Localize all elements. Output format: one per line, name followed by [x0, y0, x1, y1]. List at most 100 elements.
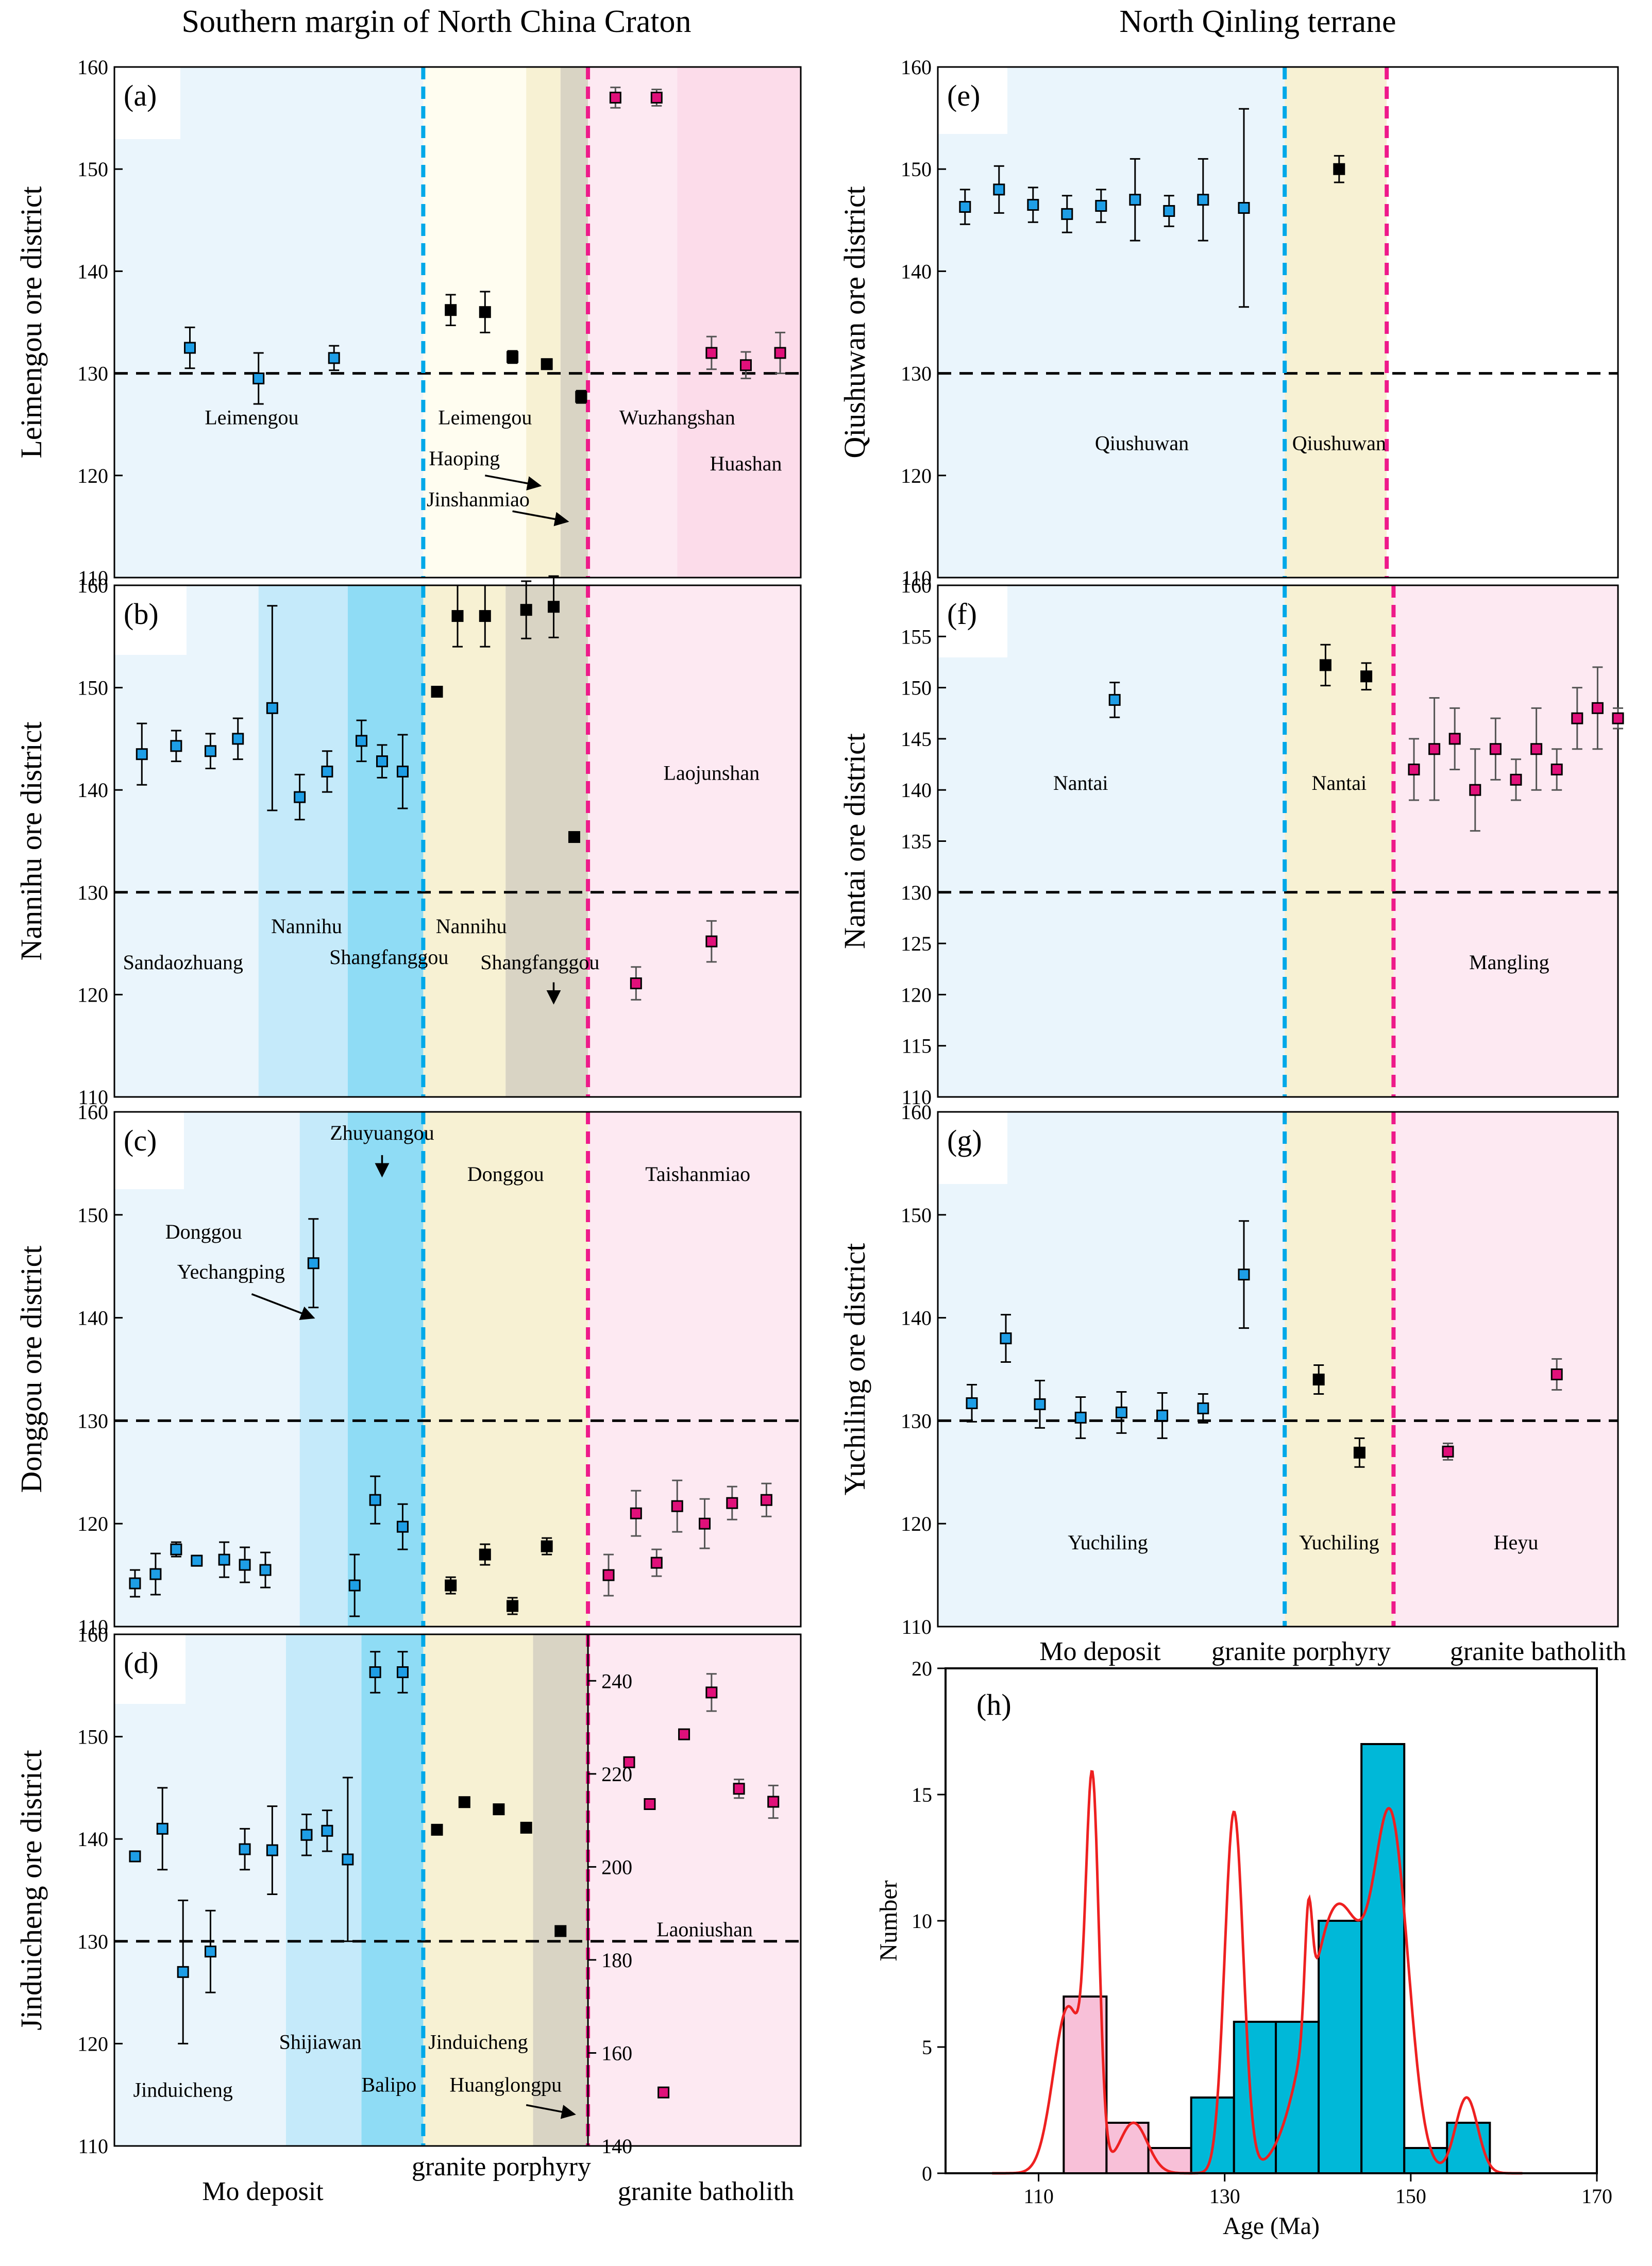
granite-porphyry-point — [547, 601, 560, 613]
region-label: Wuzhangshan — [619, 406, 735, 429]
granite-batholith-point — [726, 1497, 738, 1509]
panel-e: (e) 110 120 130 140 150 160 Qiushuwan ore distr… — [838, 56, 1619, 589]
panel-f-band — [1285, 585, 1394, 1097]
label-arrow — [484, 475, 542, 491]
panel-e-label-box — [938, 67, 1007, 134]
granite-porphyry-point — [1312, 1373, 1325, 1385]
granite-porphyry-point — [431, 686, 443, 698]
mo-deposit-point — [356, 735, 368, 747]
panel-c: (c) 110 120 130 140 150 160 Donggou ore distric… — [14, 1101, 802, 1638]
mo-deposit-point — [307, 1257, 319, 1270]
panel-d-band — [114, 1634, 286, 2146]
mo-deposit-point — [294, 791, 306, 803]
granite-porphyry-point — [575, 391, 587, 403]
granite-batholith-point — [650, 1557, 663, 1569]
panel-g-frame — [937, 1111, 1619, 1628]
label-arrow — [512, 510, 569, 527]
mo-deposit-point — [1034, 1398, 1046, 1410]
left-bottom-label-batholith: granite batholith — [618, 2177, 794, 2206]
region-label: Jinduicheng — [133, 2078, 233, 2102]
panel-f-label: (f) — [947, 597, 977, 631]
granite-porphyry-point — [520, 604, 532, 616]
x-tick-label: 170 — [1581, 2185, 1612, 2208]
region-label: Heyu — [1494, 1531, 1539, 1554]
panel-d-band — [423, 1634, 533, 2146]
mo-deposit-point — [328, 352, 340, 364]
region-label: Yechangping — [177, 1260, 285, 1283]
y-tick-label: 120 — [77, 983, 108, 1006]
granite-porphyry-point — [1319, 659, 1331, 671]
mo-deposit-point — [959, 201, 971, 213]
right-y-tick-label: 240 — [601, 1669, 632, 1693]
granite-batholith-point — [1591, 702, 1604, 714]
y-tick-label: 160 — [901, 56, 932, 79]
y-tick-label: 140 — [77, 1828, 108, 1851]
y-tick-label: 125 — [901, 932, 932, 955]
y-tick-label: 140 — [901, 779, 932, 802]
y-tick-label: 145 — [901, 728, 932, 751]
mo-deposit-point — [177, 1966, 189, 1978]
mo-deposit-point — [1238, 1269, 1250, 1281]
histogram-bar — [1233, 2021, 1277, 2174]
region-label: Zhuyuangou — [330, 1121, 434, 1144]
mo-deposit-point — [348, 1579, 361, 1592]
mo-deposit-point — [396, 1666, 409, 1678]
y-tick-label: 110 — [78, 1615, 108, 1638]
histogram-bar — [1147, 2147, 1192, 2174]
granite-batholith-point — [1550, 1368, 1563, 1380]
mo-deposit-point — [369, 1666, 381, 1678]
mo-deposit-point — [321, 1824, 333, 1837]
panel-b-label: (b) — [124, 597, 159, 631]
y-tick-label: 140 — [901, 260, 932, 283]
y-tick-label: 0 — [922, 2162, 932, 2185]
label-arrow — [526, 2104, 576, 2119]
mo-deposit-point — [396, 765, 409, 777]
granite-batholith-point — [739, 359, 752, 371]
granite-batholith-point — [1428, 743, 1441, 755]
y-tick-label: 20 — [912, 1657, 932, 1680]
region-label: Nantai — [1311, 771, 1367, 794]
right-bottom-label-batholith: granite batholith — [1450, 1637, 1626, 1666]
panel-f-label-box — [938, 585, 1007, 657]
y-tick-label: 160 — [77, 1623, 108, 1646]
mo-deposit-point — [1129, 194, 1141, 206]
panel-c-band — [347, 1112, 424, 1627]
panel-e-ylabel: Qiushuwan ore district — [838, 186, 871, 458]
granite-batholith-point — [774, 347, 786, 359]
granite-batholith-point — [602, 1569, 615, 1581]
mo-deposit-point — [218, 1553, 230, 1566]
left-column-title: Southern margin of North China Craton — [181, 4, 691, 39]
mo-deposit-point — [993, 183, 1005, 196]
region-label: Balipo — [361, 2073, 416, 2096]
region-label: Shangfanggou — [480, 951, 599, 974]
panel-f-frame — [937, 584, 1619, 1098]
region-label: Laojunshan — [664, 761, 760, 784]
panel-b-band — [423, 585, 506, 1097]
mo-deposit-point — [266, 702, 278, 714]
granite-porphyry-point — [458, 1796, 470, 1808]
panel-c-ylabel: Donggou ore district — [14, 1245, 48, 1493]
mo-deposit-point — [1156, 1409, 1169, 1422]
region-label: Shangfanggou — [329, 945, 448, 969]
granite-porphyry-point — [507, 1600, 519, 1612]
y-tick-label: 155 — [901, 625, 932, 648]
region-label: Leimengou — [438, 406, 532, 429]
mo-deposit-point — [1115, 1406, 1127, 1418]
granite-batholith-point — [1408, 763, 1420, 775]
y-tick-label: 115 — [901, 1035, 932, 1058]
panel-a-label: (a) — [124, 79, 157, 112]
mo-deposit-point — [1197, 194, 1209, 206]
region-label: Mangling — [1469, 951, 1549, 974]
mo-deposit-point — [1197, 1402, 1209, 1414]
panel-h-label: (h) — [976, 1688, 1012, 1721]
granite-batholith-point — [760, 1494, 772, 1506]
y-tick-label: 110 — [901, 566, 932, 589]
y-tick-label: 110 — [78, 566, 108, 589]
right-y-tick-label: 200 — [601, 1855, 632, 1879]
region-label: Jinduicheng — [428, 2030, 528, 2053]
y-tick-label: 150 — [901, 158, 932, 181]
mo-deposit-point — [204, 1946, 216, 1958]
granite-porphyry-point — [1353, 1446, 1366, 1459]
